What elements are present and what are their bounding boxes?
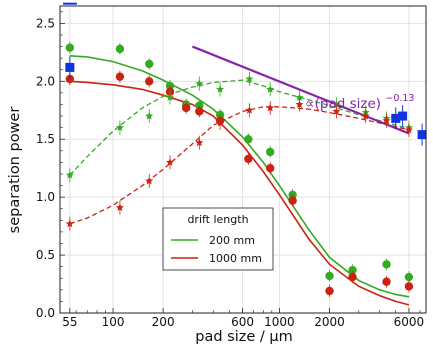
data-point-dot <box>65 43 75 52</box>
data-point-star <box>115 123 124 132</box>
data-point-star <box>361 111 370 120</box>
data-point-star <box>166 93 175 101</box>
data-point-dot <box>382 260 391 269</box>
data-point-star <box>216 85 225 93</box>
data-point-square <box>417 130 427 140</box>
y-tick-label: 1.5 <box>36 132 55 146</box>
x-tick-label: 1000 <box>264 315 295 329</box>
legend-label-1000mm: 1000 mm <box>209 252 262 265</box>
legend-title: drift length <box>187 213 248 226</box>
data-point-star <box>404 125 413 134</box>
y-tick-label: 2.5 <box>36 16 55 30</box>
dashed-curve-200mm <box>69 79 410 176</box>
curves-layer <box>69 45 410 306</box>
data-point-dot <box>115 44 125 54</box>
data-point-star <box>145 176 154 185</box>
x-tick-label: 2000 <box>314 315 345 329</box>
data-point-star <box>65 219 74 228</box>
data-point-star <box>166 158 175 166</box>
y-tick-label: 2.0 <box>36 74 55 88</box>
data-point-star <box>295 100 304 108</box>
markers-layer <box>62 2 427 297</box>
solid-curve-200mm <box>69 55 410 298</box>
y-tick-label: 0.5 <box>36 248 55 262</box>
data-point-dot <box>181 103 191 113</box>
data-point-star <box>65 170 74 179</box>
data-point-star <box>195 79 204 88</box>
data-point-star <box>332 100 341 108</box>
data-point-star <box>145 111 154 120</box>
fit-annotation-text: ∝(pad size) <box>305 96 381 112</box>
data-point-star <box>216 118 225 127</box>
power-law-fit-line <box>192 45 410 135</box>
data-point-square <box>398 111 408 121</box>
data-point-star <box>266 103 275 112</box>
grid-layer <box>60 6 426 314</box>
data-point-dot <box>325 271 334 281</box>
data-point-star <box>295 93 304 101</box>
data-point-dot <box>115 72 125 81</box>
data-point-dot <box>145 77 154 86</box>
data-point-square <box>391 113 401 123</box>
solid-curve-1000mm <box>69 80 410 306</box>
x-tick-label: 200 <box>152 315 175 329</box>
data-point-star <box>245 74 254 83</box>
data-point-dot <box>404 272 414 282</box>
data-point-dot <box>288 196 297 205</box>
data-point-star <box>115 203 124 211</box>
fit-annotation: ∝(pad size) −0.13 <box>305 93 414 112</box>
data-point-dot <box>145 59 154 69</box>
data-point-dot <box>244 154 253 164</box>
data-point-dot <box>404 282 414 291</box>
x-tick-label: 600 <box>231 315 254 329</box>
data-point-star <box>382 116 391 125</box>
fit-annotation-exponent: −0.13 <box>385 93 414 104</box>
data-point-star <box>245 106 254 114</box>
data-point-dot <box>265 163 275 173</box>
data-point-dot <box>265 147 275 157</box>
data-point-dot <box>382 277 391 286</box>
y-tick-label: 0.0 <box>36 306 55 320</box>
plot-frame <box>59 5 427 314</box>
x-axis-label: pad size / μm <box>195 329 292 345</box>
data-point-dot <box>244 135 253 144</box>
legend: drift length 200 mm 1000 mm <box>162 207 274 271</box>
data-point-dot <box>325 286 334 296</box>
y-tick-label: 1.0 <box>36 190 55 204</box>
x-tick-label: 100 <box>102 315 125 329</box>
data-point-star <box>195 138 204 147</box>
data-point-dot <box>65 74 75 84</box>
axes-frame <box>59 5 427 314</box>
y-axis-label: separation power <box>7 107 23 234</box>
data-point-dot <box>348 265 357 275</box>
ticks-layer: 55 100 200 600 1000 2000 6000 0.0 0.5 1.0 1.5 2.0 2.… <box>36 11 425 329</box>
legend-label-200mm: 200 mm <box>209 234 255 247</box>
data-point-star <box>332 107 341 115</box>
legend-box <box>162 207 274 271</box>
x-tick-label: 55 <box>62 315 77 329</box>
data-point-dot <box>195 107 204 116</box>
data-point-square <box>65 62 75 72</box>
data-point-star <box>266 85 275 93</box>
dashed-curve-1000mm <box>69 106 410 225</box>
x-tick-label: 6000 <box>394 315 425 329</box>
data-point-dot <box>348 272 357 282</box>
